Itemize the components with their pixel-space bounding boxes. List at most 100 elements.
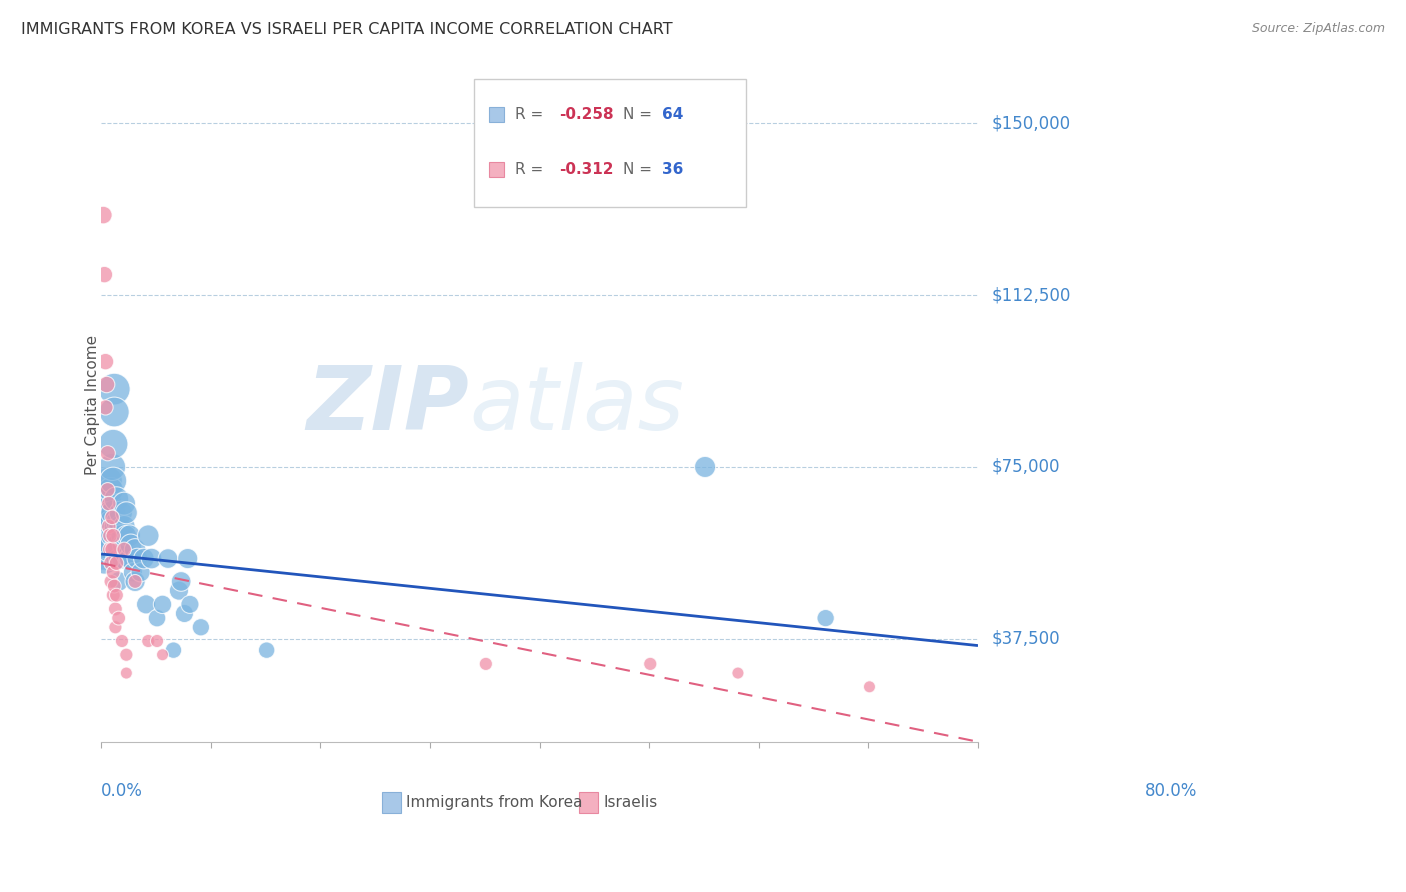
Text: IMMIGRANTS FROM KOREA VS ISRAELI PER CAPITA INCOME CORRELATION CHART: IMMIGRANTS FROM KOREA VS ISRAELI PER CAP… — [21, 22, 672, 37]
Point — [136, 529, 159, 543]
Point — [101, 542, 124, 557]
Point — [103, 588, 125, 602]
Point — [94, 538, 117, 552]
Point — [104, 620, 127, 634]
Point — [100, 483, 122, 497]
FancyBboxPatch shape — [381, 791, 401, 814]
Point — [107, 551, 129, 566]
Point — [100, 556, 122, 570]
Point — [129, 566, 152, 580]
Point — [132, 551, 155, 566]
Point — [146, 611, 169, 625]
Text: $75,000: $75,000 — [991, 458, 1060, 476]
Point — [117, 551, 139, 566]
Point — [112, 542, 135, 557]
Point — [103, 405, 125, 419]
Point — [141, 551, 163, 566]
Point — [93, 551, 115, 566]
Point — [97, 529, 120, 543]
Point — [120, 538, 142, 552]
Text: R =: R = — [515, 107, 548, 122]
Point — [162, 643, 184, 657]
Point — [124, 574, 146, 589]
Point — [101, 510, 124, 524]
Text: 36: 36 — [662, 162, 683, 177]
Point — [170, 574, 193, 589]
Text: $112,500: $112,500 — [991, 286, 1071, 304]
Point — [115, 529, 138, 543]
Point — [727, 666, 749, 681]
Point — [118, 529, 141, 543]
Point — [100, 574, 122, 589]
Point — [177, 551, 200, 566]
Point — [98, 506, 121, 520]
Point — [107, 574, 129, 589]
Text: Immigrants from Korea: Immigrants from Korea — [406, 795, 582, 810]
Text: 80.0%: 80.0% — [1144, 782, 1197, 800]
Point — [96, 515, 118, 529]
Point — [103, 566, 125, 580]
Text: -0.312: -0.312 — [558, 162, 613, 177]
Point — [91, 208, 114, 222]
Point — [152, 598, 174, 612]
Point — [107, 515, 129, 529]
Point — [98, 529, 121, 543]
Text: -0.258: -0.258 — [558, 107, 613, 122]
Text: R =: R = — [515, 162, 548, 177]
Point — [111, 634, 134, 648]
Text: $150,000: $150,000 — [991, 114, 1071, 133]
Point — [103, 382, 125, 396]
Point — [111, 529, 134, 543]
Point — [100, 515, 122, 529]
Point — [256, 643, 278, 657]
Point — [136, 634, 159, 648]
Point — [97, 483, 120, 497]
Point — [96, 497, 118, 511]
Point — [173, 607, 195, 621]
Text: 64: 64 — [662, 107, 683, 122]
Point — [135, 598, 157, 612]
Point — [94, 354, 117, 368]
Point — [105, 556, 128, 570]
Point — [118, 551, 141, 566]
FancyBboxPatch shape — [474, 78, 745, 207]
Point — [179, 598, 201, 612]
Point — [91, 542, 114, 557]
Point — [103, 506, 125, 520]
Point — [124, 542, 146, 557]
Point — [96, 377, 118, 392]
Point — [115, 666, 138, 681]
Point — [115, 506, 138, 520]
Point — [638, 657, 661, 671]
Point — [122, 566, 145, 580]
Point — [98, 538, 121, 552]
Point — [97, 542, 120, 557]
Point — [98, 542, 121, 557]
Text: N =: N = — [623, 107, 657, 122]
Point — [101, 460, 124, 475]
Point — [97, 491, 120, 506]
Y-axis label: Per Capita Income: Per Capita Income — [86, 335, 100, 475]
Text: ZIP: ZIP — [307, 361, 470, 449]
Point — [693, 460, 716, 475]
Point — [127, 551, 149, 566]
Point — [107, 538, 129, 552]
Point — [152, 648, 174, 662]
Point — [105, 491, 128, 506]
Point — [110, 506, 132, 520]
Point — [108, 519, 131, 533]
Point — [104, 519, 127, 533]
Point — [124, 574, 146, 589]
Text: Source: ZipAtlas.com: Source: ZipAtlas.com — [1251, 22, 1385, 36]
Point — [115, 648, 138, 662]
Text: $37,500: $37,500 — [991, 630, 1060, 648]
Point — [167, 583, 190, 598]
Point — [94, 401, 117, 415]
Text: 0.0%: 0.0% — [101, 782, 143, 800]
Point — [112, 519, 135, 533]
Text: Israelis: Israelis — [603, 795, 658, 810]
Point — [475, 657, 498, 671]
Point — [103, 437, 125, 451]
Point — [97, 446, 120, 460]
Point — [103, 474, 125, 488]
